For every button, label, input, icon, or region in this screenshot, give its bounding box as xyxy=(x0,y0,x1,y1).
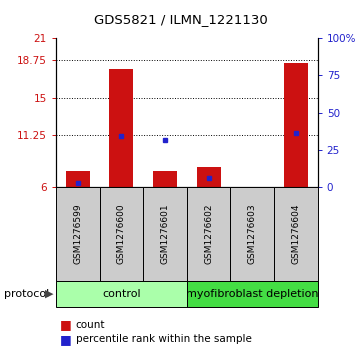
Bar xyxy=(109,69,133,187)
Text: GSM1276599: GSM1276599 xyxy=(73,204,82,265)
Text: GSM1276604: GSM1276604 xyxy=(291,204,300,264)
Text: control: control xyxy=(102,289,141,299)
Text: GSM1276600: GSM1276600 xyxy=(117,204,126,265)
Bar xyxy=(66,171,90,187)
Text: GSM1276601: GSM1276601 xyxy=(161,204,170,265)
Text: myofibroblast depletion: myofibroblast depletion xyxy=(186,289,318,299)
Text: ■: ■ xyxy=(60,318,71,331)
Text: ▶: ▶ xyxy=(44,289,53,299)
Text: count: count xyxy=(76,320,105,330)
Text: GDS5821 / ILMN_1221130: GDS5821 / ILMN_1221130 xyxy=(93,13,268,26)
Bar xyxy=(197,167,221,187)
Bar xyxy=(284,63,308,187)
Text: GSM1276603: GSM1276603 xyxy=(248,204,257,265)
Text: ■: ■ xyxy=(60,333,71,346)
Text: GSM1276602: GSM1276602 xyxy=(204,204,213,264)
Bar xyxy=(153,171,177,187)
Text: protocol: protocol xyxy=(4,289,49,299)
Text: percentile rank within the sample: percentile rank within the sample xyxy=(76,334,252,344)
